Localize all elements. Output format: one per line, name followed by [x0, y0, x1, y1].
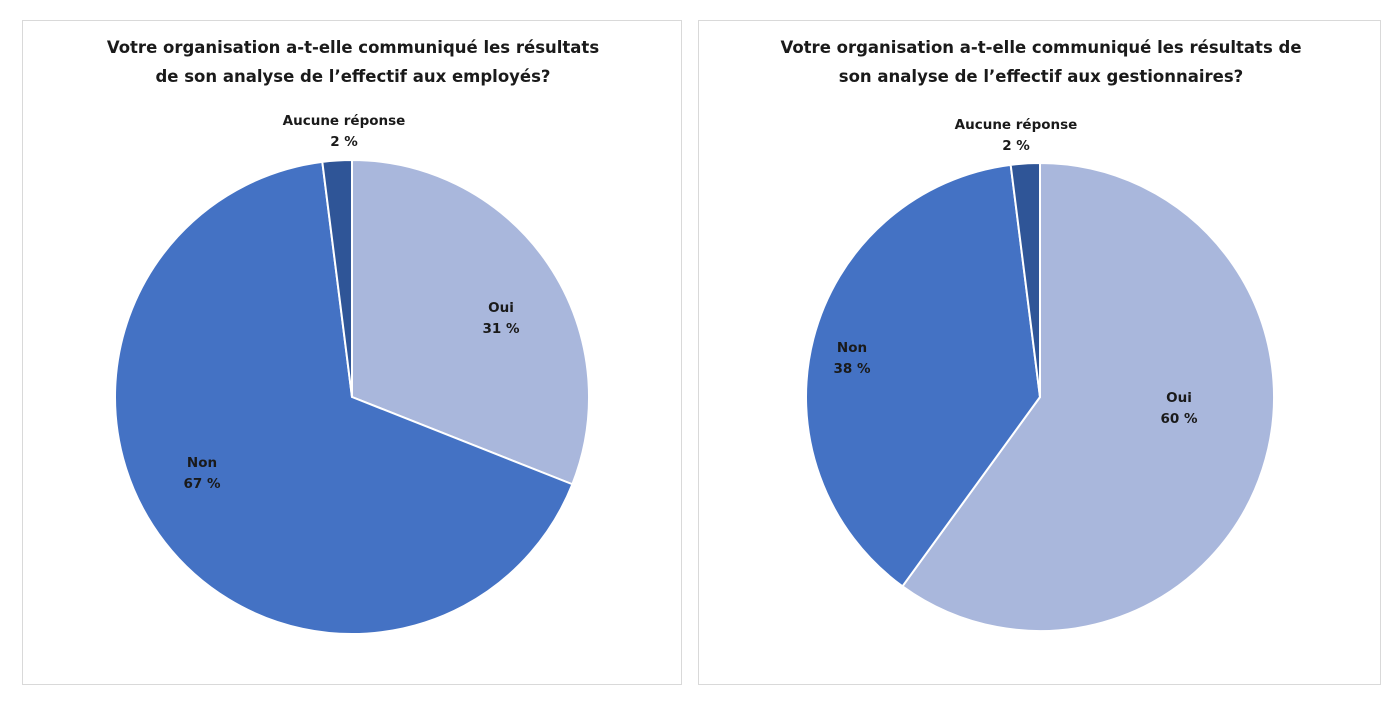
slice-value-non: 38 %: [833, 361, 870, 377]
slice-label-oui: Oui: [1166, 390, 1192, 406]
pie-slice-non: [805, 163, 1041, 588]
slice-label-oui: Oui: [488, 300, 514, 316]
chart-panel-gestionnaires: Votre organisation a-t-elle communiqué l…: [698, 20, 1381, 685]
pie-slice-non: [114, 160, 574, 635]
chart-title: Votre organisation a-t-elle communiqué l…: [106, 38, 600, 86]
slice-value-non: 67 %: [183, 476, 220, 492]
slice-value-aucune: 2 %: [330, 134, 358, 150]
slice-label-aucune: Aucune réponse: [283, 113, 406, 129]
slice-label-non: Non: [837, 340, 867, 356]
slice-value-oui: 60 %: [1160, 411, 1197, 427]
pie-chart-gestionnaires: Oui 60 % Non 38 % Aucune réponse 2 %: [805, 117, 1275, 632]
pie-slice-aucune: [1009, 162, 1041, 398]
chart-panel-employes: Votre organisation a-t-elle communiqué l…: [22, 20, 682, 685]
slice-value-oui: 31 %: [482, 321, 519, 337]
slice-value-aucune: 2 %: [1002, 138, 1030, 154]
pie-slice-oui: [351, 159, 591, 486]
pie-chart-employes: Oui 31 % Non 67 % Aucune réponse 2 %: [114, 113, 591, 635]
slice-label-non: Non: [187, 455, 217, 471]
pie-slice-aucune: [321, 159, 353, 398]
chart-title: Votre organisation a-t-elle communiqué l…: [780, 38, 1302, 86]
slice-label-aucune: Aucune réponse: [955, 117, 1078, 133]
pie-slice-oui: [901, 162, 1275, 632]
